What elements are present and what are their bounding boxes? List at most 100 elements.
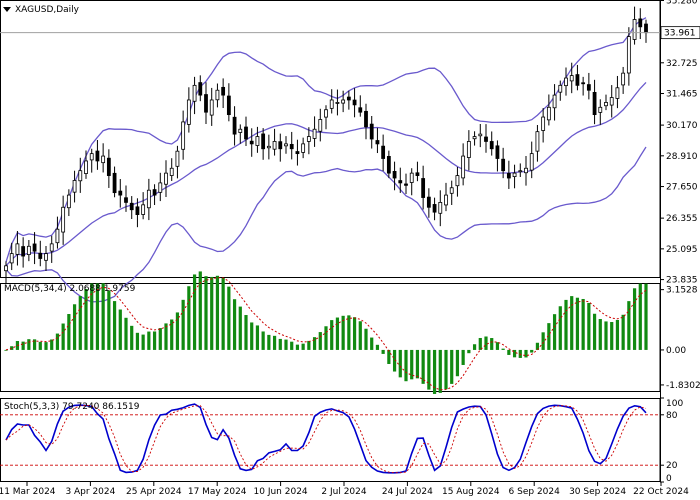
candle <box>9 242 14 271</box>
candle-body <box>329 99 334 109</box>
macd-histogram <box>4 271 648 394</box>
candle <box>244 116 248 146</box>
candle <box>432 197 437 221</box>
candle <box>226 83 231 122</box>
candle <box>392 161 397 191</box>
price-panel[interactable] <box>0 6 660 303</box>
candle <box>84 150 88 179</box>
candle <box>4 261 8 284</box>
stoch-tick-label: 0 <box>666 474 672 484</box>
candle <box>266 134 271 160</box>
candle <box>455 167 460 197</box>
macd-bar <box>84 288 88 350</box>
candle <box>375 127 380 154</box>
candle <box>78 157 83 193</box>
candle <box>404 173 408 194</box>
current-price-label: 33.961 <box>664 29 696 39</box>
candle-body <box>615 87 620 99</box>
candle <box>586 72 591 100</box>
candle <box>164 160 168 197</box>
candle <box>415 161 420 182</box>
macd-bar <box>570 296 574 350</box>
macd-bar <box>598 319 602 350</box>
candle-body <box>238 128 243 133</box>
candle <box>278 133 283 162</box>
candle-body <box>289 143 294 150</box>
macd-bar <box>27 339 31 350</box>
macd-bar <box>324 326 328 350</box>
macd-bar <box>644 283 648 350</box>
macd-bar <box>261 331 265 350</box>
candle-body <box>438 202 443 214</box>
candle <box>318 108 323 142</box>
candle-body <box>244 126 248 140</box>
candle-body <box>152 189 157 196</box>
candle-body <box>4 265 8 272</box>
candle-body <box>461 155 466 179</box>
macd-panel[interactable] <box>4 271 648 394</box>
candle <box>518 163 523 178</box>
candle-body <box>609 97 614 106</box>
triangle-down-icon[interactable] <box>3 7 11 12</box>
macd-bar <box>221 277 225 350</box>
candle <box>112 166 117 198</box>
candle-body <box>15 243 20 255</box>
candle <box>175 145 180 179</box>
candle <box>21 237 26 268</box>
candle <box>72 170 77 203</box>
time-tick-label: 30 Sep 2024 <box>569 487 626 497</box>
candle-body <box>141 204 146 215</box>
macd-bar <box>278 338 282 350</box>
candle-body <box>261 133 266 150</box>
candle-body <box>524 167 528 174</box>
candle-body <box>95 150 100 162</box>
macd-bar <box>78 296 82 350</box>
candle <box>335 89 340 116</box>
candle-body <box>529 153 534 171</box>
stochastic-panel[interactable] <box>0 403 660 474</box>
candle <box>215 83 220 108</box>
candle-body <box>626 36 631 74</box>
candle-body <box>32 243 37 252</box>
candle-body <box>89 153 94 161</box>
macd-bar <box>627 301 631 350</box>
macd-tick-label: -1.8302 <box>666 381 700 391</box>
macd-bar <box>141 334 145 350</box>
candle <box>181 110 186 160</box>
macd-bar <box>101 283 105 350</box>
candle <box>204 82 208 124</box>
macd-bar <box>67 314 71 350</box>
candle-body <box>444 194 448 206</box>
macd-bar <box>192 274 197 350</box>
time-tick-label: 2 Jul 2024 <box>321 487 366 497</box>
macd-bar <box>564 299 568 350</box>
macd-bar <box>495 342 500 350</box>
candle-body <box>478 133 483 137</box>
candle-body <box>312 128 317 139</box>
candle-body <box>278 141 283 150</box>
time-tick-label: 17 May 2024 <box>188 487 247 497</box>
candle-body <box>21 246 26 257</box>
candle-body <box>421 178 426 198</box>
candle-body <box>318 119 323 132</box>
candle <box>152 184 157 206</box>
candle-body <box>306 136 311 142</box>
macd-bar <box>335 317 340 350</box>
candle <box>489 131 494 156</box>
candle-body <box>644 23 648 34</box>
macd-bar <box>72 304 77 350</box>
macd-bar <box>530 349 534 353</box>
macd-bar <box>490 338 494 350</box>
candle <box>369 115 374 149</box>
candle <box>32 232 37 265</box>
macd-bar <box>158 328 162 350</box>
candle <box>329 89 334 114</box>
macd-bar <box>232 299 237 350</box>
candle <box>324 105 328 130</box>
macd-bar <box>398 349 402 378</box>
macd-bar <box>381 349 385 354</box>
macd-bar <box>387 349 391 364</box>
macd-bar <box>32 339 37 350</box>
macd-bar <box>55 333 60 350</box>
